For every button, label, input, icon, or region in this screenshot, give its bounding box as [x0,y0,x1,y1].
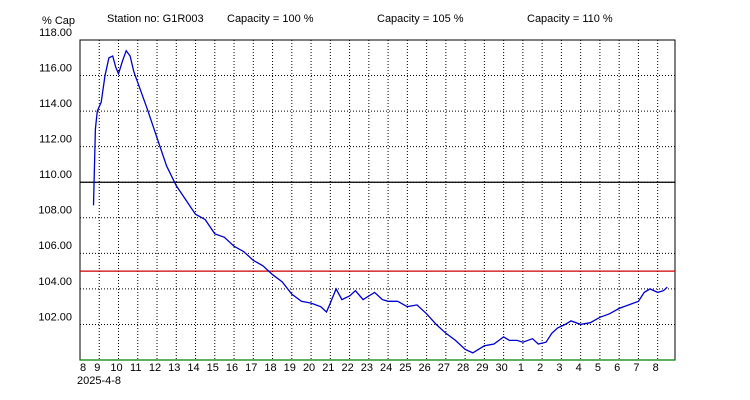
x-tick-label: 27 [438,362,450,374]
x-tick-label: 22 [341,362,353,374]
legend-label: Capacity = 110 % [527,13,613,25]
x-tick-label: 12 [149,362,161,374]
y-axis-label: % Cap [42,15,75,27]
x-tick-label: 4 [576,362,582,374]
y-tick-label: 108.00 [38,205,72,217]
x-tick-label: 7 [633,362,639,374]
x-tick-label: 26 [418,362,430,374]
x-tick-label: 10 [110,362,122,374]
y-tick-label: 112.00 [39,134,72,146]
x-axis-label: 2025-4-8 [77,375,121,387]
data-line [92,49,668,354]
x-tick-label: 8 [653,362,659,374]
x-tick-label: 1 [518,362,524,374]
y-tick-label: 104.00 [38,276,72,288]
x-tick-label: 23 [361,362,373,374]
x-tick-label: 29 [476,362,488,374]
y-tick-label: 114.00 [39,98,72,110]
x-tick-label: 2 [537,362,543,374]
y-tick-label: 116.00 [39,62,72,74]
x-tick-label: 6 [614,362,620,374]
x-tick-label: 14 [187,362,199,374]
legend-label: Capacity = 105 % [377,13,464,25]
x-tick-label: 19 [284,362,296,374]
x-tick-label: 11 [130,362,141,374]
y-tick-label: 106.00 [38,240,72,252]
station-label: Station no: G1R003 [107,13,204,25]
x-tick-label: 28 [457,362,469,374]
x-tick-label: 18 [264,362,276,374]
y-tick-label: 118.00 [39,27,72,39]
x-tick-label: 20 [303,362,315,374]
x-tick-label: 5 [595,362,601,374]
legend-label: Capacity = 100 % [227,13,314,25]
x-tick-label: 24 [380,362,392,374]
x-tick-label: 15 [207,362,219,374]
x-tick-label: 8 [80,362,86,374]
y-tick-label: 102.00 [38,311,72,323]
x-tick-label: 3 [556,362,562,374]
x-tick-label: 30 [495,362,507,374]
x-tick-label: 21 [322,362,334,374]
x-tick-label: 25 [399,362,411,374]
x-tick-label: 9 [94,362,100,374]
x-tick-label: 16 [226,362,238,374]
plot-frame [79,39,676,361]
x-tick-label: 13 [168,362,180,374]
x-tick-label: 17 [245,362,257,374]
y-tick-label: 110.00 [39,169,72,181]
